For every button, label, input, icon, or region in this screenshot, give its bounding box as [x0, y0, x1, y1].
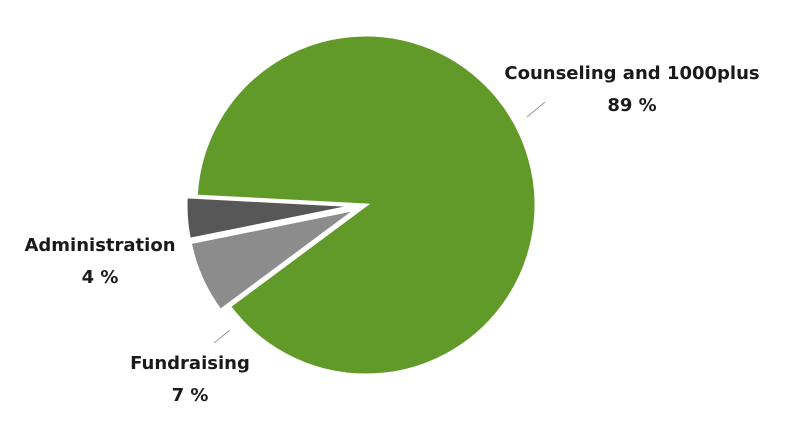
pie-slice — [184, 195, 357, 242]
slice-label: Counseling and 1000plus — [504, 63, 759, 84]
slice-value-label: 4 % — [82, 267, 119, 288]
slice-value-label: 7 % — [172, 385, 209, 406]
slice-value-label: 89 % — [607, 95, 656, 116]
leader-line — [526, 101, 546, 118]
slice-label: Fundraising — [130, 353, 250, 374]
slice-label: Administration — [24, 235, 175, 256]
pie-slice — [194, 33, 538, 377]
pie-slice — [188, 207, 358, 313]
leader-line — [213, 329, 231, 344]
